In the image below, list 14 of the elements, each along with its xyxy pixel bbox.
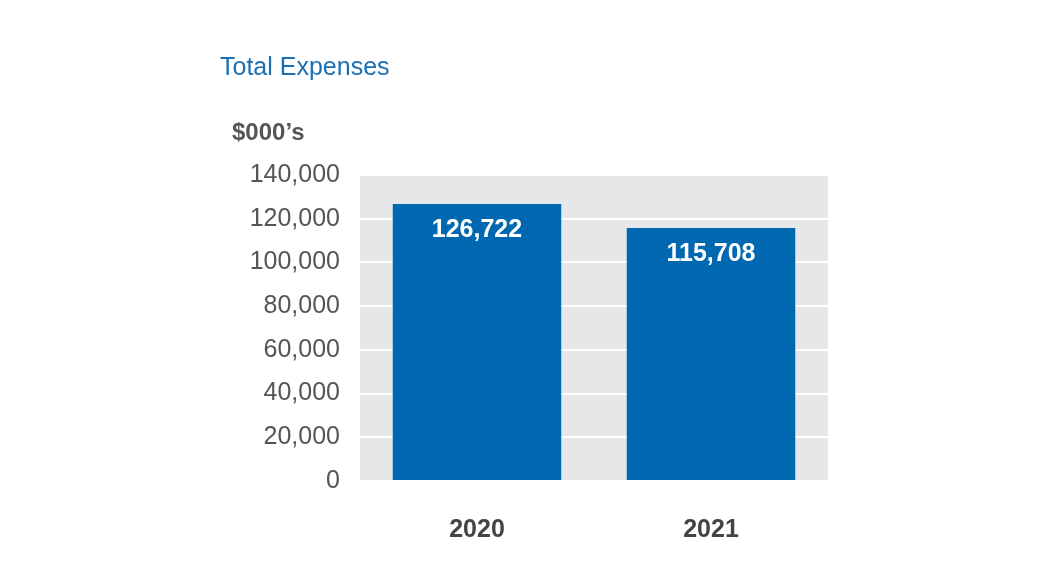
y-tick-label: 120,000 — [249, 202, 340, 231]
chart-title: Total Expenses — [220, 52, 390, 81]
x-tick-label: 2020 — [449, 513, 505, 542]
y-tick-label: 140,000 — [249, 158, 340, 187]
y-tick-label: 100,000 — [249, 246, 340, 275]
y-tick-label: 20,000 — [263, 421, 340, 450]
y-tick-label: 60,000 — [263, 333, 340, 362]
y-tick-label: 40,000 — [263, 377, 340, 406]
y-axis-title: $000’s — [232, 118, 305, 146]
x-tick-label: 2021 — [683, 513, 739, 542]
y-tick-label: 0 — [326, 464, 340, 493]
y-tick-label: 80,000 — [263, 290, 340, 319]
data-label: 115,708 — [666, 237, 756, 266]
data-label: 126,722 — [431, 213, 523, 242]
